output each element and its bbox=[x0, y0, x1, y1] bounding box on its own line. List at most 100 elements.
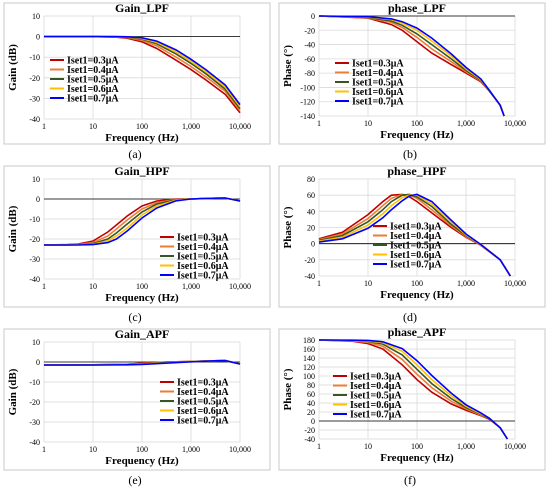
y-tick-label: -10 bbox=[29, 378, 40, 387]
figure-caption: (b) bbox=[403, 147, 417, 161]
y-tick-label: 140 bbox=[303, 354, 315, 363]
y-tick-label: 60 bbox=[307, 390, 315, 399]
x-tick-label: 1 bbox=[42, 122, 46, 131]
series-line-iset1-0-6-a bbox=[318, 339, 509, 440]
series-line-iset1-0-4-a bbox=[318, 339, 509, 440]
chart-title-phase-hpf: phase_HPF bbox=[387, 164, 446, 178]
legend-entry: Iset1=0.6μA bbox=[352, 87, 404, 98]
x-tick-label: 10,000 bbox=[229, 282, 251, 291]
chart-svg-gain-apf: 100-10-20-30-401 10 100 1,000 10,000Gain_APF… bbox=[3, 327, 271, 487]
chart-svg-gain-hpf: 100-10-20-30-401 10 100 1,000 10,000Gain_HPF… bbox=[3, 164, 271, 324]
x-tick-label: 10,000 bbox=[504, 119, 526, 128]
y-tick-label: -40 bbox=[304, 272, 315, 281]
figure-caption: (c) bbox=[128, 310, 141, 324]
chart-svg-phase-hpf: 80 60 40 20 0 -20 -401 10 100 1,000 10,000 phase_HP… bbox=[278, 164, 546, 324]
legend-entry: Iset1=0.5μA bbox=[177, 252, 229, 263]
x-axis-label: Frequency (Hz) bbox=[105, 455, 179, 467]
chart-gain-lpf: 10 0 -10 -20 -30 -40 1 10 100 1,000 10,000 Gain_LPF… bbox=[0, 0, 275, 163]
chart-title-gain-lpf: Gain_LPF bbox=[115, 1, 169, 15]
y-tick-label: -40 bbox=[29, 275, 40, 284]
x-tick-label: 100 bbox=[136, 445, 148, 454]
x-tick-label: 1 bbox=[317, 119, 321, 128]
x-tick-label: 1,000 bbox=[457, 279, 475, 288]
chart-frame bbox=[278, 165, 546, 308]
y-tick-label: 0 bbox=[311, 240, 315, 249]
y-tick-label: -30 bbox=[29, 418, 40, 427]
series-line-iset1-0-7-a bbox=[44, 359, 241, 366]
chart-gain-apf: 10 0 -10 -20 -30 -40 1 10 100 1,000 10,000 Gain_APF… bbox=[0, 326, 275, 489]
x-axis-label: Frequency (Hz) bbox=[380, 129, 454, 141]
legend-entry: Iset1=0.7μA bbox=[352, 97, 404, 108]
chart-title-phase-apf: phase_APF bbox=[388, 325, 447, 339]
y-tick-label: -20 bbox=[304, 426, 315, 435]
y-tick-label: -40 bbox=[304, 435, 315, 444]
legend-entry: Iset1=0.5μA bbox=[177, 397, 229, 408]
y-tick-label: 10 bbox=[32, 338, 40, 347]
y-tick-label: 0 bbox=[311, 12, 315, 21]
legend-entry: Iset1=0.3μA bbox=[177, 378, 229, 389]
y-tick-label: -30 bbox=[29, 94, 40, 103]
legend-entry: Iset1=0.3μA bbox=[352, 59, 404, 70]
legend-entry: Iset1=0.5μA bbox=[350, 391, 402, 402]
series-line-iset1-0-7-a bbox=[44, 197, 241, 246]
x-tick-label: 10,000 bbox=[229, 122, 251, 131]
series-line-iset1-0-7-a bbox=[318, 193, 511, 277]
legend-entry: Iset1=0.7μA bbox=[177, 271, 229, 282]
x-tick-label: 1,000 bbox=[457, 119, 475, 128]
y-tick-label: 10 bbox=[32, 12, 40, 21]
y-tick-label: 20 bbox=[307, 224, 315, 233]
y-tick-label: 60 bbox=[307, 191, 315, 200]
legend-entry: Iset1=0.4μA bbox=[177, 387, 229, 398]
y-tick-label: -60 bbox=[304, 55, 315, 64]
x-tick-label: 100 bbox=[411, 119, 423, 128]
y-tick-label: 20 bbox=[307, 408, 315, 417]
x-tick-label: 10 bbox=[89, 282, 97, 291]
legend-entry: Iset1=0.7μA bbox=[350, 410, 402, 421]
y-tick-label: 40 bbox=[307, 399, 315, 408]
x-tick-label: 1 bbox=[42, 445, 46, 454]
x-tick-label: 10,000 bbox=[229, 445, 251, 454]
y-tick-label: 10 bbox=[32, 175, 40, 184]
y-tick-label: -120 bbox=[300, 98, 315, 107]
x-axis-label: Frequency (Hz) bbox=[105, 132, 179, 144]
chart-frame bbox=[3, 165, 271, 308]
x-tick-label: 1,000 bbox=[457, 442, 475, 451]
legend-entry: Iset1=0.3μA bbox=[177, 233, 229, 244]
chart-svg-gain-lpf: 100-10-20-30-401 10 100 1,000 10,000Gain_LPF… bbox=[3, 1, 271, 161]
legend-entry: Iset1=0.5μA bbox=[352, 78, 404, 89]
legend-entry: Iset1=0.6μA bbox=[67, 84, 119, 95]
legend-entry: Iset1=0.4μA bbox=[177, 242, 229, 253]
y-axis-label: Phase (°) bbox=[282, 206, 294, 248]
legend-entry: Iset1=0.5μA bbox=[67, 75, 119, 86]
x-axis-label: Frequency (Hz) bbox=[380, 452, 454, 464]
series-line-iset1-0-7-a bbox=[318, 339, 509, 440]
legend-entry: Iset1=0.7μA bbox=[67, 94, 119, 105]
chart-phase-hpf: 80 60 40 20 0 -20 -40 1 10 100 1,000 10,000 phase_HP… bbox=[275, 163, 550, 326]
legend-entry: Iset1=0.4μA bbox=[67, 65, 119, 76]
y-tick-label: -140 bbox=[300, 112, 315, 121]
y-tick-label: 40 bbox=[307, 207, 315, 216]
y-tick-label: -10 bbox=[29, 215, 40, 224]
x-tick-label: 10 bbox=[89, 122, 97, 131]
legend-entry: Iset1=0.7μA bbox=[177, 416, 229, 427]
legend-entry: Iset1=0.6μA bbox=[350, 400, 402, 411]
x-tick-label: 1,000 bbox=[182, 282, 200, 291]
legend-entry: Iset1=0.4μA bbox=[350, 381, 402, 392]
figure-caption: (e) bbox=[128, 473, 141, 487]
y-axis-label: Phase (°) bbox=[282, 368, 294, 410]
chart-frame bbox=[3, 328, 271, 471]
legend-entry: Iset1=0.3μA bbox=[350, 372, 402, 383]
series-line-iset1-0-7-a bbox=[44, 35, 241, 106]
x-tick-label: 10 bbox=[364, 442, 372, 451]
y-tick-label: 0 bbox=[36, 33, 40, 42]
series-line-iset1-0-5-a bbox=[318, 339, 509, 440]
legend-entry: Iset1=0.3μA bbox=[67, 56, 119, 67]
y-tick-label: -100 bbox=[300, 83, 315, 92]
x-tick-label: 1 bbox=[42, 282, 46, 291]
chart-title-gain-hpf: Gain_HPF bbox=[114, 164, 169, 178]
legend-entry: Iset1=0.7μA bbox=[390, 260, 442, 271]
y-tick-label: 0 bbox=[36, 195, 40, 204]
x-tick-label: 10 bbox=[364, 119, 372, 128]
